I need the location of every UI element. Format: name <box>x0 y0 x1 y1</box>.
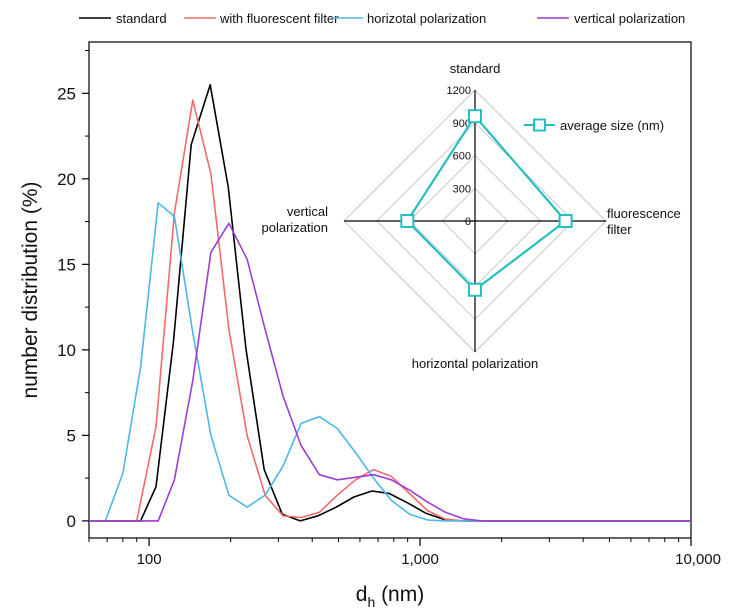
radar-legend-marker <box>533 118 546 132</box>
y-tick-label: 20 <box>57 170 76 189</box>
radar-tick-label: 900 <box>453 118 471 130</box>
legend: standard with fluorescent filter horizot… <box>79 11 685 26</box>
series-line-vertical-polarization <box>89 222 691 522</box>
radar-axis-label: horizontal polarization <box>412 356 538 371</box>
legend-label-standard: standard <box>116 11 167 26</box>
radar-point-marker <box>468 109 482 124</box>
radar-point-marker <box>468 282 482 297</box>
y-tick-label: 0 <box>67 512 76 531</box>
series-line-horizotal-polarization <box>89 202 691 522</box>
y-axis-title: number distribution (%) <box>19 181 42 398</box>
x-axis-title-subscript: h <box>367 594 375 610</box>
series-line-with-fluorescent-filter <box>89 99 691 522</box>
x-axis-title-main: d <box>356 583 368 606</box>
radar-axis-label: polarization <box>262 220 329 235</box>
legend-label-horizontal-polarization: horizotal polarization <box>367 11 486 26</box>
radar-tick-label: 300 <box>453 183 471 195</box>
radar-point-marker <box>558 214 573 228</box>
x-tick-label: 100 <box>137 551 162 568</box>
plot-frame <box>88 41 692 539</box>
legend-label-fluorescent-filter: with fluorescent filter <box>219 11 339 26</box>
x-tick-label: 1,000 <box>401 551 439 568</box>
radar-series <box>400 109 573 297</box>
inset-radar-chart: 0 300 600 900 1200 standard fluorescencefilte… <box>262 61 681 371</box>
y-tick-label: 5 <box>67 426 76 445</box>
legend-label-vertical-polarization: vertical polarization <box>574 11 685 26</box>
y-tick-label: 15 <box>57 255 76 274</box>
radar-legend-label: average size (nm) <box>560 118 664 133</box>
radar-legend: average size (nm) <box>524 118 664 133</box>
x-axis-title: dh (nm) <box>356 583 424 610</box>
radar-point-marker <box>400 214 415 228</box>
radar-axis-label: standard <box>450 61 501 76</box>
y-tick-label: 25 <box>57 84 76 103</box>
radar-tick-label: 600 <box>453 151 471 163</box>
radar-tick-label: 0 <box>465 216 471 228</box>
series-line-standard <box>89 84 691 522</box>
radar-axis-label: vertical <box>287 204 328 219</box>
radar-tick-label: 1200 <box>447 85 471 97</box>
x-tick-label: 10,000 <box>675 551 721 568</box>
radar-axis-label: fluorescence <box>607 206 681 221</box>
radar-series-polygon <box>405 114 568 292</box>
x-axis-title-unit: (nm) <box>375 583 424 606</box>
radar-tick-labels: 0 300 600 900 1200 <box>447 85 471 228</box>
y-tick-label: 10 <box>57 341 76 360</box>
axes: 100 1,000 10,000 0 5 10 15 20 25 <box>57 50 721 568</box>
series-layer <box>89 84 691 522</box>
radar-axis-label: filter <box>607 222 632 237</box>
